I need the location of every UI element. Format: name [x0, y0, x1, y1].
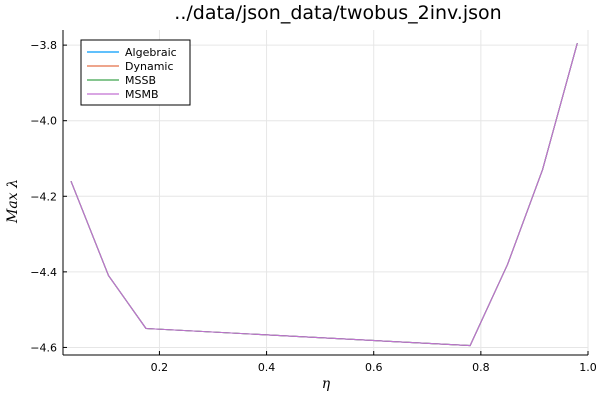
x-tick-label: 0.2 — [151, 361, 169, 374]
y-tick-label: −4.0 — [30, 115, 57, 128]
chart-title: ../data/json_data/twobus_2inv.json — [174, 2, 501, 24]
x-tick-label: 0.4 — [258, 361, 276, 374]
series-lines — [70, 43, 578, 347]
y-tick-label: −3.8 — [30, 39, 57, 52]
x-tick-label: 0.8 — [472, 361, 490, 374]
series-line-msmb — [70, 43, 578, 347]
legend-label-mssb: MSSB — [125, 74, 156, 87]
legend-label-algebraic: Algebraic — [125, 46, 177, 59]
grid — [63, 30, 589, 355]
y-tick-label: −4.6 — [30, 341, 57, 354]
x-tick-label: 1.0 — [579, 361, 597, 374]
y-tick-label: −4.4 — [30, 266, 57, 279]
x-tick-label: 0.6 — [365, 361, 383, 374]
legend-label-dynamic: Dynamic — [125, 60, 174, 73]
y-axis-label: Max λ — [5, 179, 21, 224]
axes: 0.2 0.4 0.6 0.8 1.0 −4.6 −4.4 −4.2 −4.0 −3.8 — [30, 30, 597, 374]
x-axis-label: η — [322, 376, 331, 392]
legend-label-msmb: MSMB — [125, 88, 159, 101]
y-tick-label: −4.2 — [30, 190, 57, 203]
